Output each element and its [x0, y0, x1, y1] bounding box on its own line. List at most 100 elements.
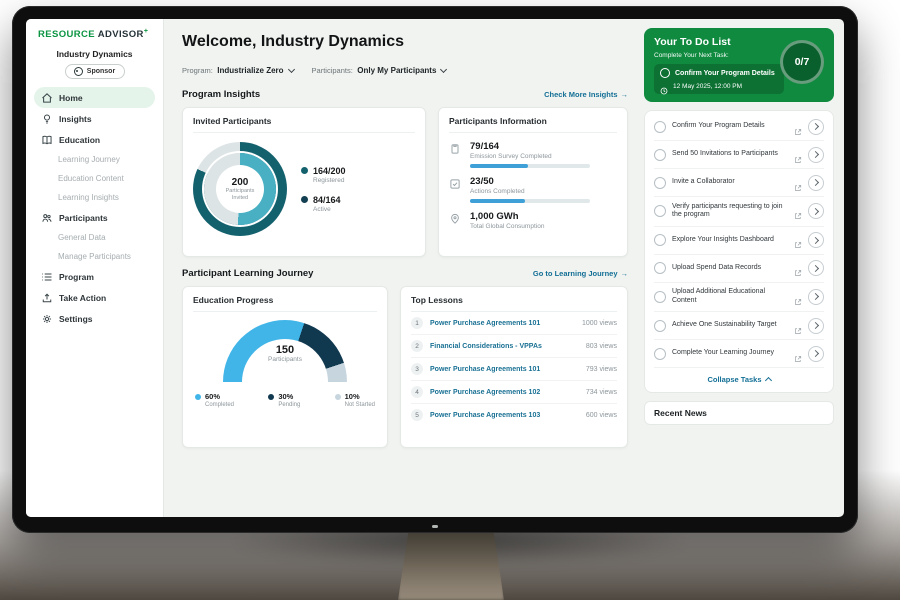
- sidebar-item-education-content[interactable]: Education Content: [34, 169, 155, 188]
- participants-filter-value: Only My Participants: [357, 66, 437, 75]
- task-label: Upload Additional Educational Content: [672, 288, 766, 304]
- sidebar-item-settings[interactable]: Settings: [34, 308, 155, 329]
- invited-participants-card: Invited Participants 200 Participants In…: [182, 107, 426, 257]
- legend-item: 84/164 Active: [301, 195, 346, 213]
- sidebar-item-program[interactable]: Program: [34, 266, 155, 287]
- task-row[interactable]: Confirm Your Program Details: [654, 113, 824, 140]
- progress-fill: [470, 164, 528, 168]
- progress-bar: [470, 164, 590, 168]
- section-title: Participant Learning Journey: [182, 268, 314, 279]
- todo-progress-badge: 0/7: [780, 40, 824, 84]
- chevron-right-icon[interactable]: [808, 288, 824, 305]
- stat-value: 79/164: [470, 141, 500, 152]
- stat-row: 23/50 Actions Completed: [449, 176, 617, 203]
- task-checkbox[interactable]: [654, 290, 666, 303]
- sidebar-item-label: Education: [59, 134, 101, 145]
- chevron-right-icon[interactable]: [808, 174, 824, 191]
- invited-total: 200: [231, 176, 249, 188]
- legend-item: 60% Completed: [195, 392, 234, 408]
- task-row[interactable]: Invite a Collaborator: [654, 168, 824, 196]
- external-link-icon: [794, 179, 802, 191]
- task-checkbox[interactable]: [654, 347, 666, 360]
- lesson-views: 1000 views: [581, 319, 617, 327]
- program-insights-header: Program Insights Check More Insights →: [182, 89, 628, 100]
- chevron-right-icon[interactable]: [808, 146, 824, 163]
- sidebar-item-manage-participants[interactable]: Manage Participants: [34, 247, 155, 266]
- next-task-chip[interactable]: Confirm Your Program Details 12 May 2025…: [654, 64, 784, 95]
- sidebar-item-insights[interactable]: Insights: [34, 108, 155, 129]
- task-checkbox[interactable]: [654, 319, 666, 332]
- task-label: Achieve One Sustainability Target: [672, 321, 777, 329]
- external-link-icon: [794, 236, 802, 248]
- sidebar-item-learning-insights[interactable]: Learning Insights: [34, 188, 155, 207]
- section-title: Program Insights: [182, 89, 261, 100]
- legend-label: Not Started: [344, 402, 375, 408]
- arrow-right-icon: →: [620, 90, 629, 99]
- lesson-link[interactable]: Power Purchase Agreements 103: [430, 411, 541, 419]
- task-checkbox[interactable]: [654, 234, 666, 246]
- lesson-views: 600 views: [585, 411, 617, 419]
- book-icon: [41, 134, 53, 146]
- lesson-views: 793 views: [585, 365, 617, 373]
- task-row[interactable]: Upload Spend Data Records: [654, 253, 824, 282]
- chevron-right-icon[interactable]: [808, 232, 824, 248]
- chevron-right-icon[interactable]: [808, 260, 824, 276]
- external-link-icon: [794, 293, 802, 305]
- top-lessons-card: Top Lessons 1 Power Purchase Agreements …: [400, 286, 628, 448]
- task-checkbox[interactable]: [654, 148, 666, 161]
- logo-advisor: ADVISOR: [97, 29, 144, 41]
- task-checkbox[interactable]: [654, 205, 666, 218]
- lesson-link[interactable]: Power Purchase Agreements 102: [430, 388, 541, 396]
- sidebar-item-learning-journey[interactable]: Learning Journey: [34, 150, 155, 169]
- task-row[interactable]: Explore Your Insights Dashboard: [654, 225, 824, 254]
- sidebar-item-home[interactable]: Home: [34, 87, 155, 109]
- task-label: Upload Spend Data Records: [672, 263, 762, 271]
- bulb-icon: [41, 113, 53, 125]
- chevron-right-icon[interactable]: [808, 317, 824, 334]
- chevron-right-icon[interactable]: [808, 203, 824, 220]
- task-row[interactable]: Achieve One Sustainability Target: [654, 311, 824, 339]
- sidebar-item-label: Take Action: [59, 292, 107, 303]
- survey-icon: [449, 142, 462, 155]
- task-list-card: Confirm Your Program Details Send 50 Inv…: [644, 110, 834, 393]
- stat-label: Emission Survey Completed: [470, 153, 552, 160]
- sidebar-item-participants[interactable]: Participants: [34, 207, 155, 228]
- sidebar-item-education[interactable]: Education: [34, 129, 155, 150]
- task-row[interactable]: Verify participants requesting to join t…: [654, 196, 824, 226]
- lesson-link[interactable]: Financial Considerations - VPPAs: [430, 342, 542, 350]
- education-gauge-chart: 150 Participants: [223, 320, 347, 382]
- participants-filter-label: Participants:: [311, 66, 353, 75]
- participants-filter-dropdown[interactable]: Only My Participants: [357, 65, 448, 75]
- task-row[interactable]: Send 50 Invitations to Participants: [654, 140, 824, 168]
- sidebar-item-general-data[interactable]: General Data: [34, 228, 155, 247]
- next-task-due: 12 May 2025, 12:00 PM: [673, 82, 743, 90]
- task-label: Send 50 Invitations to Participants: [672, 150, 778, 158]
- program-filter-dropdown[interactable]: Industrialize Zero: [217, 65, 295, 75]
- task-checkbox[interactable]: [654, 120, 666, 133]
- sidebar-item-take-action[interactable]: Take Action: [34, 287, 155, 308]
- go-to-learning-journey-link[interactable]: Go to Learning Journey →: [533, 269, 628, 278]
- collapse-tasks-link[interactable]: Collapse Tasks: [654, 367, 824, 390]
- task-row[interactable]: Complete Your Learning Journey: [654, 339, 824, 367]
- education-legend: 60% Completed 30% Pending 10% Not Starte…: [193, 392, 377, 408]
- sidebar-item-label: Learning Journey: [58, 155, 120, 165]
- lesson-link[interactable]: Power Purchase Agreements 101: [430, 365, 541, 373]
- page-title: Welcome, Industry Dynamics: [182, 33, 404, 50]
- program-filter-value: Industrialize Zero: [217, 66, 284, 75]
- sidebar-item-label: Participants: [59, 212, 108, 223]
- check-more-insights-link[interactable]: Check More Insights →: [544, 90, 628, 99]
- sidebar-item-label: Manage Participants: [58, 252, 131, 262]
- collapse-label: Collapse Tasks: [707, 375, 762, 384]
- external-link-icon: [794, 350, 802, 362]
- task-checkbox[interactable]: [654, 262, 666, 274]
- lesson-link[interactable]: Power Purchase Agreements 101: [430, 319, 541, 327]
- legend-label: Completed: [205, 402, 235, 408]
- chevron-right-icon[interactable]: [808, 118, 824, 135]
- task-row[interactable]: Upload Additional Educational Content: [654, 281, 824, 312]
- sidebar-item-label: Settings: [59, 313, 93, 324]
- chevron-right-icon[interactable]: [808, 345, 824, 362]
- task-checkbox[interactable]: [654, 176, 666, 189]
- lesson-rank: 1: [411, 317, 423, 329]
- lesson-row: 2 Financial Considerations - VPPAs 803 v…: [411, 334, 617, 357]
